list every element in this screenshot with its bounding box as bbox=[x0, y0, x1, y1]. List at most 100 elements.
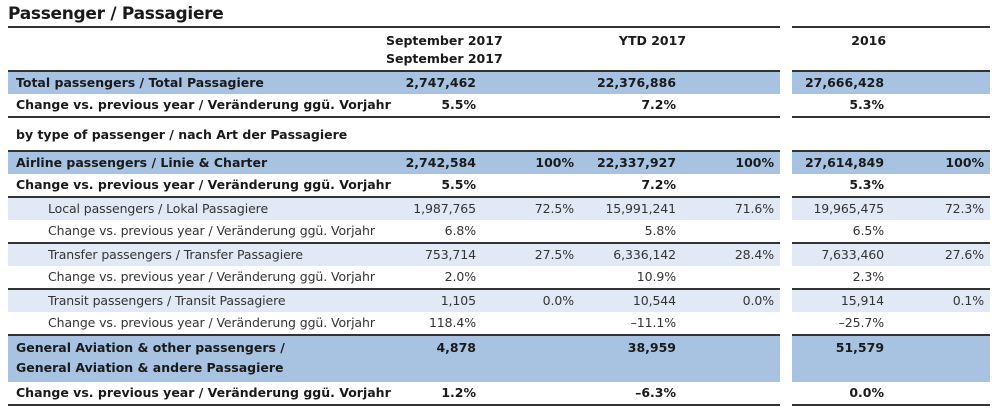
column-gap bbox=[780, 152, 793, 174]
table-row: Local passengers / Lokal Passagiere 1,987… bbox=[8, 198, 991, 220]
row-label-text: Change vs. previous year / Veränderung g… bbox=[16, 177, 391, 192]
cell-sep: 5.5% bbox=[380, 94, 480, 118]
cell-sep-pct bbox=[480, 174, 581, 198]
row-label: Airline passengers / Linie & Charter bbox=[8, 152, 380, 174]
cell-ytd: 6,336,142 bbox=[580, 244, 681, 266]
cell-sep-pct: 0.0% bbox=[480, 290, 581, 312]
cell-y2016-pct bbox=[890, 266, 991, 290]
row-label-text: Local passengers / Lokal Passagiere bbox=[48, 201, 269, 216]
cell-ytd-pct bbox=[680, 220, 781, 244]
cell-y2016-pct bbox=[890, 382, 991, 406]
table-row: Change vs. previous year / Veränderung g… bbox=[8, 220, 991, 244]
column-gap bbox=[780, 382, 793, 406]
cell-sep bbox=[380, 118, 480, 152]
column-gap bbox=[780, 336, 793, 382]
cell-sep-pct bbox=[480, 336, 581, 382]
cell-sep: 1.2% bbox=[380, 382, 480, 406]
header-sep-line2: September 2017 bbox=[386, 51, 503, 66]
cell-sep: 1,105 bbox=[380, 290, 480, 312]
table-row: Change vs. previous year / Veränderung g… bbox=[8, 312, 991, 336]
row-label: Change vs. previous year / Veränderung g… bbox=[8, 266, 380, 290]
passenger-table: September 2017 September 2017 YTD 2017 20… bbox=[8, 26, 991, 406]
cell-sep-pct bbox=[480, 220, 581, 244]
table-row: General Aviation & other passengers / Gen… bbox=[8, 336, 991, 382]
row-label-text: Transfer passengers / Transfer Passagier… bbox=[48, 247, 304, 262]
row-label-text: General Aviation & other passengers / bbox=[16, 340, 285, 355]
cell-ytd: –6.3% bbox=[580, 382, 681, 406]
header-label bbox=[8, 26, 380, 72]
header-2016: 2016 bbox=[792, 26, 991, 72]
cell-y2016: 5.3% bbox=[792, 94, 891, 118]
cell-sep-pct bbox=[480, 72, 581, 94]
column-gap bbox=[780, 94, 793, 118]
page-title: Passenger / Passagiere bbox=[8, 4, 224, 24]
cell-ytd: 7.2% bbox=[580, 174, 681, 198]
cell-sep-pct bbox=[480, 266, 581, 290]
cell-y2016-pct: 72.3% bbox=[890, 198, 991, 220]
cell-ytd-pct: 0.0% bbox=[680, 290, 781, 312]
table-row: Change vs. previous year / Veränderung g… bbox=[8, 266, 991, 290]
column-gap bbox=[780, 72, 793, 94]
row-label-text: Change vs. previous year / Veränderung g… bbox=[16, 97, 391, 112]
table-row: Change vs. previous year / Veränderung g… bbox=[8, 174, 991, 198]
cell-y2016: 51,579 bbox=[792, 336, 891, 382]
table-row: Total passengers / Total Passagiere 2,747… bbox=[8, 72, 991, 94]
cell-sep: 118.4% bbox=[380, 312, 480, 336]
row-label-text: Change vs. previous year / Veränderung g… bbox=[16, 385, 391, 400]
row-label-text: by type of passenger / nach Art der Pass… bbox=[16, 127, 348, 142]
cell-ytd-pct: 28.4% bbox=[680, 244, 781, 266]
cell-y2016-pct bbox=[890, 72, 991, 94]
cell-sep-pct: 100% bbox=[480, 152, 581, 174]
cell-sep: 753,714 bbox=[380, 244, 480, 266]
cell-ytd-pct bbox=[680, 118, 781, 152]
row-label: Total passengers / Total Passagiere bbox=[8, 72, 380, 94]
cell-y2016: 5.3% bbox=[792, 174, 891, 198]
cell-sep-pct bbox=[480, 94, 581, 118]
cell-ytd: 38,959 bbox=[580, 336, 681, 382]
cell-ytd-pct bbox=[680, 94, 781, 118]
cell-ytd-pct bbox=[680, 266, 781, 290]
row-label-text: Transit passengers / Transit Passagiere bbox=[48, 293, 286, 308]
cell-ytd: –11.1% bbox=[580, 312, 681, 336]
cell-sep-pct bbox=[480, 312, 581, 336]
row-label-text: Change vs. previous year / Veränderung g… bbox=[48, 315, 375, 330]
cell-y2016-pct bbox=[890, 118, 991, 152]
table-row: Transfer passengers / Transfer Passagier… bbox=[8, 244, 991, 266]
column-gap bbox=[780, 220, 793, 244]
cell-y2016 bbox=[792, 118, 891, 152]
row-label: by type of passenger / nach Art der Pass… bbox=[8, 118, 380, 152]
cell-ytd: 7.2% bbox=[580, 94, 681, 118]
cell-sep: 1,987,765 bbox=[380, 198, 480, 220]
header-row: September 2017 September 2017 YTD 2017 20… bbox=[8, 26, 991, 72]
column-gap bbox=[780, 290, 793, 312]
column-gap bbox=[780, 118, 793, 152]
table-row: Change vs. previous year / Veränderung g… bbox=[8, 382, 991, 406]
table-row: Transit passengers / Transit Passagiere 1… bbox=[8, 290, 991, 312]
cell-y2016: –25.7% bbox=[792, 312, 891, 336]
cell-ytd: 22,337,927 bbox=[580, 152, 681, 174]
cell-y2016-pct bbox=[890, 174, 991, 198]
column-gap bbox=[780, 244, 793, 266]
cell-ytd-pct bbox=[680, 336, 781, 382]
cell-sep-pct bbox=[480, 382, 581, 406]
cell-sep-pct: 27.5% bbox=[480, 244, 581, 266]
cell-sep: 2,747,462 bbox=[380, 72, 480, 94]
row-label-text-line2: General Aviation & andere Passagiere bbox=[16, 360, 284, 375]
column-gap bbox=[780, 266, 793, 290]
row-label-text: Change vs. previous year / Veränderung g… bbox=[48, 269, 375, 284]
cell-y2016: 15,914 bbox=[792, 290, 891, 312]
cell-sep: 2.0% bbox=[380, 266, 480, 290]
row-label: Change vs. previous year / Veränderung g… bbox=[8, 220, 380, 244]
table-row: Airline passengers / Linie & Charter 2,74… bbox=[8, 152, 991, 174]
cell-y2016-pct bbox=[890, 94, 991, 118]
cell-sep: 5.5% bbox=[380, 174, 480, 198]
cell-y2016: 6.5% bbox=[792, 220, 891, 244]
cell-y2016-pct: 0.1% bbox=[890, 290, 991, 312]
column-gap bbox=[780, 198, 793, 220]
column-gap bbox=[780, 174, 793, 198]
cell-y2016-pct bbox=[890, 220, 991, 244]
table-row: Change vs. previous year / Veränderung g… bbox=[8, 94, 991, 118]
row-label: Change vs. previous year / Veränderung g… bbox=[8, 382, 391, 406]
cell-ytd-pct: 100% bbox=[680, 152, 781, 174]
cell-y2016: 27,666,428 bbox=[792, 72, 891, 94]
